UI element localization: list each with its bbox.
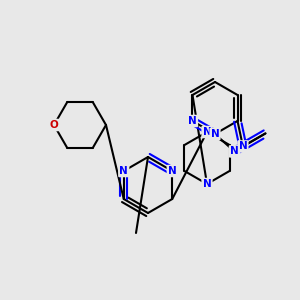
Text: N: N (230, 146, 239, 156)
Text: N: N (202, 179, 211, 189)
Text: N: N (188, 116, 197, 126)
Text: N: N (211, 129, 219, 139)
Text: N: N (168, 166, 177, 176)
Text: O: O (50, 120, 58, 130)
Text: N: N (119, 166, 128, 176)
Text: N: N (238, 141, 247, 152)
Text: N: N (202, 127, 211, 137)
